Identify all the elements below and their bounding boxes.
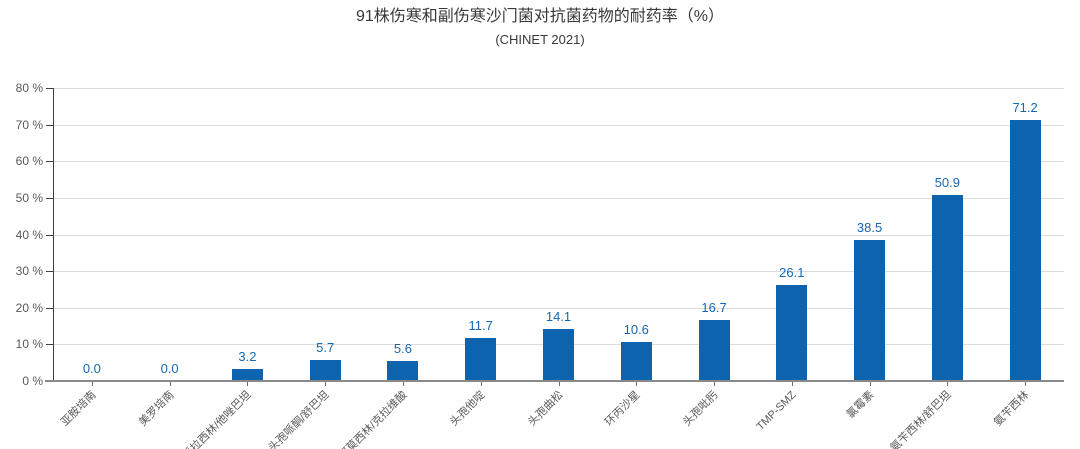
bar-value-label: 10.6 [623, 322, 649, 338]
gridline [53, 88, 1064, 89]
bar [309, 360, 341, 381]
x-axis-tick [947, 381, 949, 386]
y-axis-tick-label: 20 % [15, 300, 43, 315]
bar [854, 240, 886, 381]
y-axis-tick [46, 344, 53, 346]
chart-title: 91株伤寒和副伤寒沙门菌对抗菌药物的耐药率（%） [355, 8, 725, 25]
y-axis-tick [46, 234, 53, 236]
gridline [53, 307, 1064, 309]
y-axis-tick [46, 307, 53, 309]
bar [620, 342, 652, 381]
bar-value-label: 50.9 [934, 174, 960, 190]
gridline [53, 161, 1064, 163]
bar [776, 285, 808, 381]
bar-value-label: 38.5 [856, 220, 883, 235]
bar-value-label: 71.2 [1012, 100, 1038, 116]
bar [1009, 120, 1041, 381]
y-axis-tick-label: 50 % [15, 190, 43, 205]
x-axis-tick [869, 381, 871, 386]
bar-value-label: 0.0 [82, 361, 101, 376]
bar-value-label: 26.1 [779, 265, 805, 281]
gridline [53, 197, 1064, 199]
x-axis-tick [714, 381, 716, 386]
x-axis-tick [247, 381, 249, 386]
y-axis-tick-label: 10 % [15, 337, 43, 352]
chart-subtitle: (CHINET 2021) [495, 32, 585, 47]
bar-value-label: 16.7 [701, 299, 727, 315]
x-axis-tick [636, 381, 638, 386]
y-axis-tick-label: 0 % [22, 374, 43, 388]
bar [387, 360, 419, 381]
bar-value-label: 14.1 [545, 309, 572, 325]
bar-value-label: 5.7 [316, 340, 335, 356]
plot-area: 0.0 0.0 3.2 5.7 5.6 11.7 14.1 10.6 16.7 26.1 38.5 5… [53, 88, 1064, 381]
bar [698, 319, 730, 381]
y-axis-tick-label: 70 % [15, 117, 43, 132]
x-axis-tick [1025, 381, 1027, 386]
gridline [53, 124, 1064, 126]
bar [543, 329, 574, 381]
gridline [53, 271, 1064, 273]
bar [231, 369, 263, 381]
bar [465, 338, 497, 381]
bar-value-label: 5.6 [393, 340, 412, 356]
y-axis-tick-label: 80 % [15, 81, 43, 95]
y-axis-tick-label: 60 % [15, 154, 43, 169]
y-axis-tick [46, 197, 53, 199]
x-axis-line [45, 380, 1064, 382]
y-axis-tick [46, 124, 53, 126]
x-axis-tick [402, 381, 404, 386]
bar-value-label: 0.0 [160, 361, 179, 376]
x-axis-tick [169, 381, 171, 386]
y-axis-tick [46, 271, 53, 273]
x-axis-label: 亚胺培南 [58, 389, 99, 429]
x-axis-tick [480, 381, 482, 386]
x-axis-tick [325, 381, 327, 386]
y-axis-line [53, 88, 54, 381]
y-axis-tick [46, 161, 53, 163]
bar [931, 194, 963, 381]
x-axis-tick [91, 381, 93, 386]
gridline [53, 234, 1064, 236]
y-axis-tick-label: 40 % [15, 227, 43, 242]
bar-value-label: 3.2 [238, 349, 257, 365]
bar-value-label: 11.7 [468, 318, 493, 334]
y-axis-tick [46, 88, 53, 89]
x-axis-tick [558, 381, 560, 386]
x-axis-tick [791, 381, 793, 386]
y-axis-tick-label: 30 % [15, 264, 43, 279]
